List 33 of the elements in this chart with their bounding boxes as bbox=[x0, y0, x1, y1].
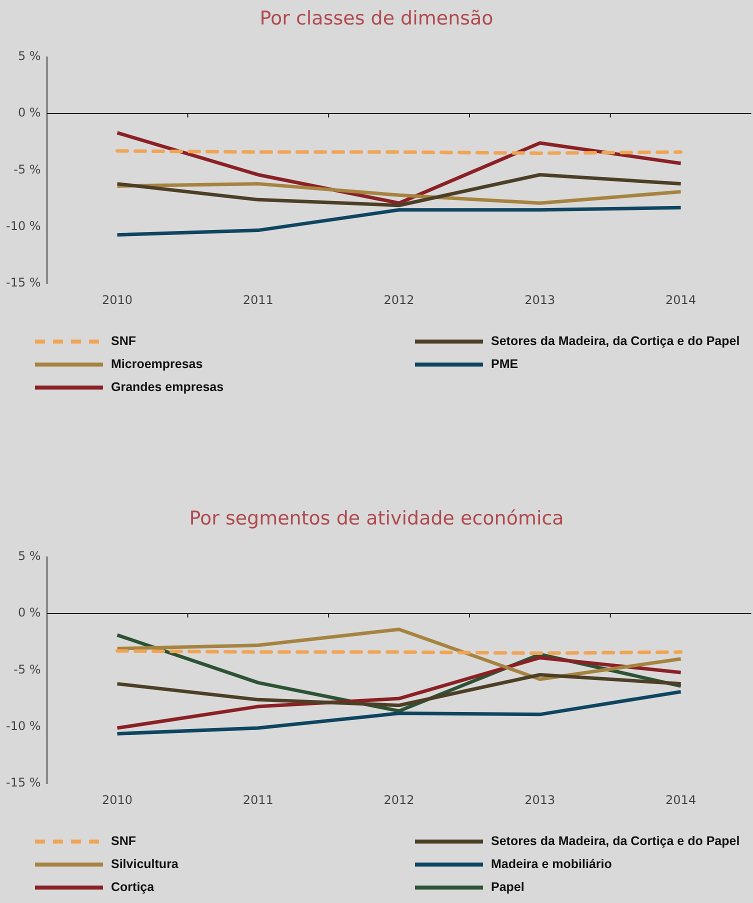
x-tick-label: 2012 bbox=[384, 792, 414, 807]
x-tick-label: 2014 bbox=[666, 792, 696, 807]
legend-label: Microempresas bbox=[111, 357, 203, 372]
y-tick-label: -15 % bbox=[6, 276, 41, 290]
y-tick-label: -15 % bbox=[6, 776, 41, 790]
legend-label: PME bbox=[491, 357, 518, 372]
legend-label: Cortiça bbox=[111, 880, 156, 894]
legend-label: Grandes empresas bbox=[111, 380, 224, 394]
y-tick-label: -5 % bbox=[14, 662, 41, 676]
x-tick-label: 2011 bbox=[242, 292, 274, 307]
x-tick-label: 2012 bbox=[384, 292, 414, 307]
x-tick-label: 2010 bbox=[102, 292, 133, 307]
x-tick-label: 2011 bbox=[242, 792, 274, 807]
y-tick-label: 0 % bbox=[18, 106, 41, 120]
legend-label: Setores da Madeira, da Cortiça e do Papel bbox=[491, 334, 740, 348]
x-tick-label: 2013 bbox=[524, 792, 556, 807]
y-tick-label: 5 % bbox=[18, 548, 41, 563]
y-tick-label: -10 % bbox=[6, 219, 41, 234]
legend-label: SNF bbox=[111, 834, 136, 848]
y-tick-label: -10 % bbox=[6, 719, 41, 734]
chart-title: Por segmentos de atividade económica bbox=[189, 507, 564, 530]
legend-label: SNF bbox=[111, 334, 136, 348]
y-tick-label: 0 % bbox=[18, 606, 41, 620]
y-tick-label: -5 % bbox=[14, 162, 41, 176]
x-tick-label: 2014 bbox=[666, 292, 696, 307]
y-tick-label: 5 % bbox=[18, 48, 41, 63]
legend-label: Setores da Madeira, da Cortiça e do Papel bbox=[491, 834, 740, 848]
chart-title: Por classes de dimensão bbox=[260, 7, 494, 30]
x-tick-label: 2010 bbox=[102, 792, 133, 807]
legend-label: Papel bbox=[491, 880, 524, 894]
legend-label: Silvicultura bbox=[111, 857, 180, 872]
x-tick-label: 2013 bbox=[524, 292, 556, 307]
legend-label: Madeira e mobiliário bbox=[491, 857, 612, 872]
